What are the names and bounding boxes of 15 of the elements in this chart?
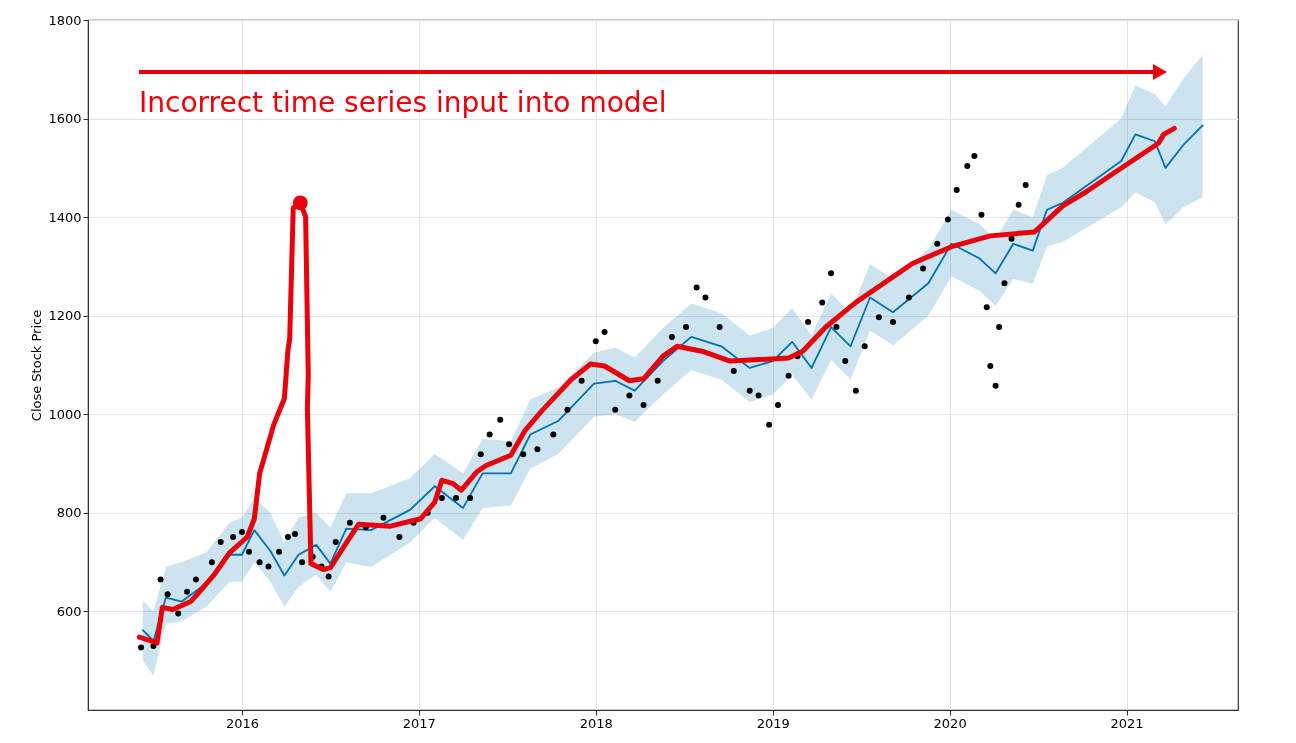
x-tick-label: 2019 bbox=[756, 715, 790, 731]
y-axis-title: Close Stock Price bbox=[29, 309, 45, 422]
y-tick-label: 1600 bbox=[48, 111, 82, 127]
y-tick-label: 1800 bbox=[48, 12, 82, 28]
x-tick-label: 2016 bbox=[225, 715, 259, 731]
x-tick-label: 2018 bbox=[579, 715, 613, 731]
x-tick-label: 2020 bbox=[933, 715, 967, 731]
y-tick-label: 600 bbox=[56, 603, 82, 619]
y-tick-label: 1200 bbox=[48, 308, 82, 324]
x-tick-label: 2017 bbox=[402, 715, 436, 731]
y-tick-label: 1000 bbox=[48, 406, 82, 422]
annotation: Incorrect time series input into model bbox=[139, 86, 667, 119]
x-tick-label: 2021 bbox=[1110, 715, 1144, 731]
y-tick-label: 1400 bbox=[48, 209, 82, 225]
y-tick-label: 800 bbox=[56, 505, 82, 521]
